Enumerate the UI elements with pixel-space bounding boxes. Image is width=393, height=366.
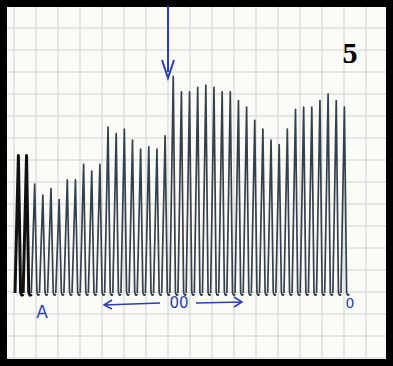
contraction xyxy=(72,180,80,295)
contraction xyxy=(154,149,162,295)
grid-line xyxy=(7,94,386,95)
right-arrow xyxy=(196,297,242,307)
contraction xyxy=(308,107,316,295)
left-arrow xyxy=(104,300,160,309)
contraction xyxy=(194,87,202,295)
grid-line xyxy=(58,7,59,359)
contraction xyxy=(317,101,325,296)
contraction xyxy=(23,156,31,296)
contraction xyxy=(251,120,259,295)
contraction xyxy=(97,164,105,295)
contraction xyxy=(121,129,129,295)
grid-line xyxy=(80,7,81,359)
contraction xyxy=(333,101,341,296)
contraction xyxy=(235,101,243,296)
grid-line xyxy=(300,7,301,359)
contraction xyxy=(145,147,153,295)
contraction xyxy=(211,87,219,295)
paper-grid xyxy=(7,7,386,359)
contraction xyxy=(292,109,300,295)
grid-line xyxy=(366,7,367,359)
contraction xyxy=(88,171,96,295)
contraction xyxy=(48,189,56,296)
contraction xyxy=(186,92,194,295)
grid-line xyxy=(7,336,386,337)
contraction xyxy=(162,136,170,295)
annotation: 00 xyxy=(169,294,188,312)
chart-root: 5A000 xyxy=(0,0,393,366)
grid-line xyxy=(102,7,103,359)
contraction xyxy=(341,107,349,295)
contraction xyxy=(325,94,333,295)
contraction xyxy=(31,184,39,295)
contraction xyxy=(80,164,88,295)
contraction xyxy=(268,140,276,295)
contraction xyxy=(56,200,64,296)
grid-line xyxy=(7,72,386,73)
chart: 5A000 xyxy=(0,0,393,366)
annotation: 0 xyxy=(346,295,355,311)
contraction xyxy=(170,76,178,295)
contraction xyxy=(219,92,227,295)
contraction xyxy=(300,107,308,295)
annotation: A xyxy=(36,302,48,322)
contraction xyxy=(284,129,292,295)
title: 5 xyxy=(343,36,358,69)
grid-line xyxy=(7,314,386,315)
grid-line xyxy=(7,50,386,51)
frame xyxy=(0,0,393,366)
contraction xyxy=(137,149,145,295)
paper xyxy=(7,7,386,359)
grid-line xyxy=(146,7,147,359)
stimulus-arrow xyxy=(162,6,174,78)
contraction xyxy=(202,85,210,295)
contraction xyxy=(15,156,23,296)
contraction xyxy=(227,92,235,295)
grid-line xyxy=(14,7,15,359)
contraction xyxy=(260,129,268,295)
contraction xyxy=(276,145,284,296)
contraction xyxy=(129,140,137,295)
contraction xyxy=(178,92,186,295)
contraction xyxy=(243,107,251,295)
contraction xyxy=(64,180,72,295)
contraction xyxy=(105,127,113,295)
grid-line xyxy=(7,358,386,359)
trace xyxy=(15,76,349,295)
contraction xyxy=(39,195,47,295)
grid-line xyxy=(7,28,386,29)
contraction xyxy=(113,134,121,296)
